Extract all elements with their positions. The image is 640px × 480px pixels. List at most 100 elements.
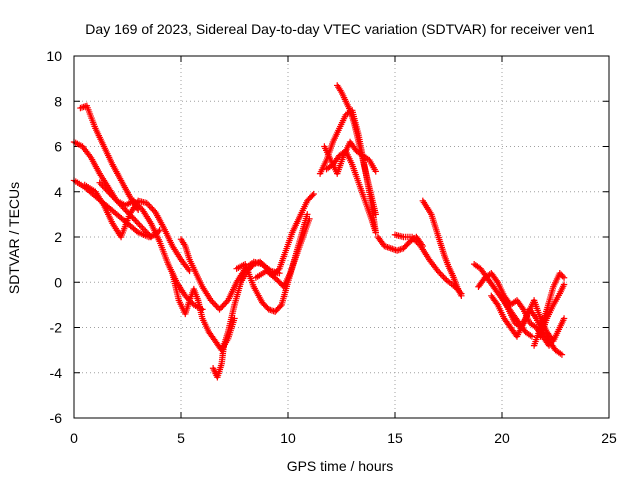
data-point-interp [437, 270, 444, 278]
data-point-interp [147, 204, 155, 211]
data-point [139, 224, 146, 232]
data-point-interp [149, 205, 156, 213]
plot-frame [73, 55, 610, 419]
y-tick-label: 4 [54, 184, 62, 200]
data-point-interp [558, 271, 565, 278]
data-point [207, 297, 215, 304]
data-points [70, 82, 568, 381]
x-tick-label: 10 [280, 430, 296, 446]
data-point-interp [438, 272, 446, 279]
data-point-interp [410, 235, 417, 242]
data-point-interp [436, 269, 443, 276]
data-point [182, 292, 189, 300]
data-point-interp [136, 221, 143, 229]
data-point [372, 168, 379, 175]
data-point [216, 306, 223, 313]
data-point-interp [219, 303, 226, 310]
data-point-interp [217, 304, 225, 312]
data-point [560, 315, 568, 322]
y-tick-label: 0 [54, 274, 62, 290]
data-point-interp [309, 192, 316, 199]
data-point-interp [103, 187, 111, 194]
data-point-interp [132, 199, 139, 206]
data-point [96, 179, 103, 186]
data-point-interp [135, 202, 142, 209]
data-point-interp [222, 300, 229, 307]
x-tick-label: 20 [494, 430, 510, 446]
x-tick-label: 5 [177, 430, 185, 446]
data-point-interp [97, 181, 105, 188]
data-point-interp [212, 301, 219, 309]
data-point-interp [150, 207, 158, 214]
data-point [558, 351, 566, 358]
data-point-interp [137, 223, 145, 230]
data-point [143, 199, 150, 207]
data-point-interp [274, 266, 282, 274]
y-tick-label: -6 [50, 410, 63, 426]
data-point-interp [135, 220, 142, 227]
data-point [528, 333, 536, 340]
data-point-interp [209, 298, 216, 306]
data-point-interp [107, 191, 115, 198]
data-point-interp [144, 201, 152, 208]
data-point [310, 190, 317, 198]
data-point [130, 215, 138, 223]
data-point-interp [220, 301, 227, 309]
x-tick-label: 15 [387, 430, 403, 446]
y-tick-label: 6 [54, 139, 62, 155]
data-point-interp [223, 298, 230, 306]
data-point-interp [183, 294, 190, 301]
data-point [130, 197, 138, 204]
y-tick-label: 2 [54, 229, 62, 245]
data-point [372, 229, 379, 236]
chart-title: Day 169 of 2023, Sidereal Day-to-day VTE… [85, 21, 595, 37]
data-point-interp [109, 193, 116, 200]
data-point [186, 267, 193, 275]
data-point-interp [146, 202, 153, 210]
x-axis-label: GPS time / hours [287, 458, 394, 474]
y-tick-label: 10 [46, 48, 62, 64]
data-point [434, 267, 441, 275]
data-point [560, 274, 568, 281]
data-point-interp [133, 227, 140, 235]
y-tick-label: -2 [50, 320, 63, 336]
data-point-interp [416, 241, 423, 248]
data-point-interp [414, 239, 422, 247]
y-tick-label: -4 [50, 365, 63, 381]
data-point-interp [133, 200, 140, 208]
data-point-interp [137, 205, 145, 212]
data-point-interp [102, 185, 109, 192]
data-point-interp [136, 203, 143, 211]
data-point [105, 188, 112, 195]
data-point-interp [129, 214, 136, 221]
data-point-interp [440, 273, 447, 281]
x-tick-label: 25 [601, 430, 617, 446]
data-point [556, 270, 563, 277]
data-point-interp [519, 304, 526, 312]
data-point [458, 292, 465, 300]
data-point-interp [213, 303, 220, 310]
data-point-interp [277, 303, 284, 310]
data-point-interp [441, 275, 449, 282]
y-tick-label: 8 [54, 93, 62, 109]
y-axis-label: SDTVAR / TECUs [6, 182, 22, 294]
data-point-interp [210, 300, 218, 307]
data-point [306, 215, 313, 223]
data-point-interp [413, 238, 420, 245]
data-point [408, 233, 416, 241]
data-point-interp [99, 182, 106, 189]
data-point [372, 211, 379, 218]
data-point-interp [100, 184, 108, 191]
data-point [304, 211, 311, 218]
data-point-interp [559, 273, 566, 280]
data-point-interp [106, 190, 113, 197]
data-point-interp [411, 236, 419, 244]
axis-ticks: 0 5 10 15 20 25 -6 -4 -2 0 2 4 6 8 10 [46, 48, 617, 446]
data-point-interp [493, 300, 500, 307]
data-point-interp [493, 277, 500, 284]
data-point-interp [110, 194, 118, 201]
data-point [560, 281, 568, 288]
data-point-interp [132, 217, 139, 224]
data-point-interp [133, 218, 140, 226]
